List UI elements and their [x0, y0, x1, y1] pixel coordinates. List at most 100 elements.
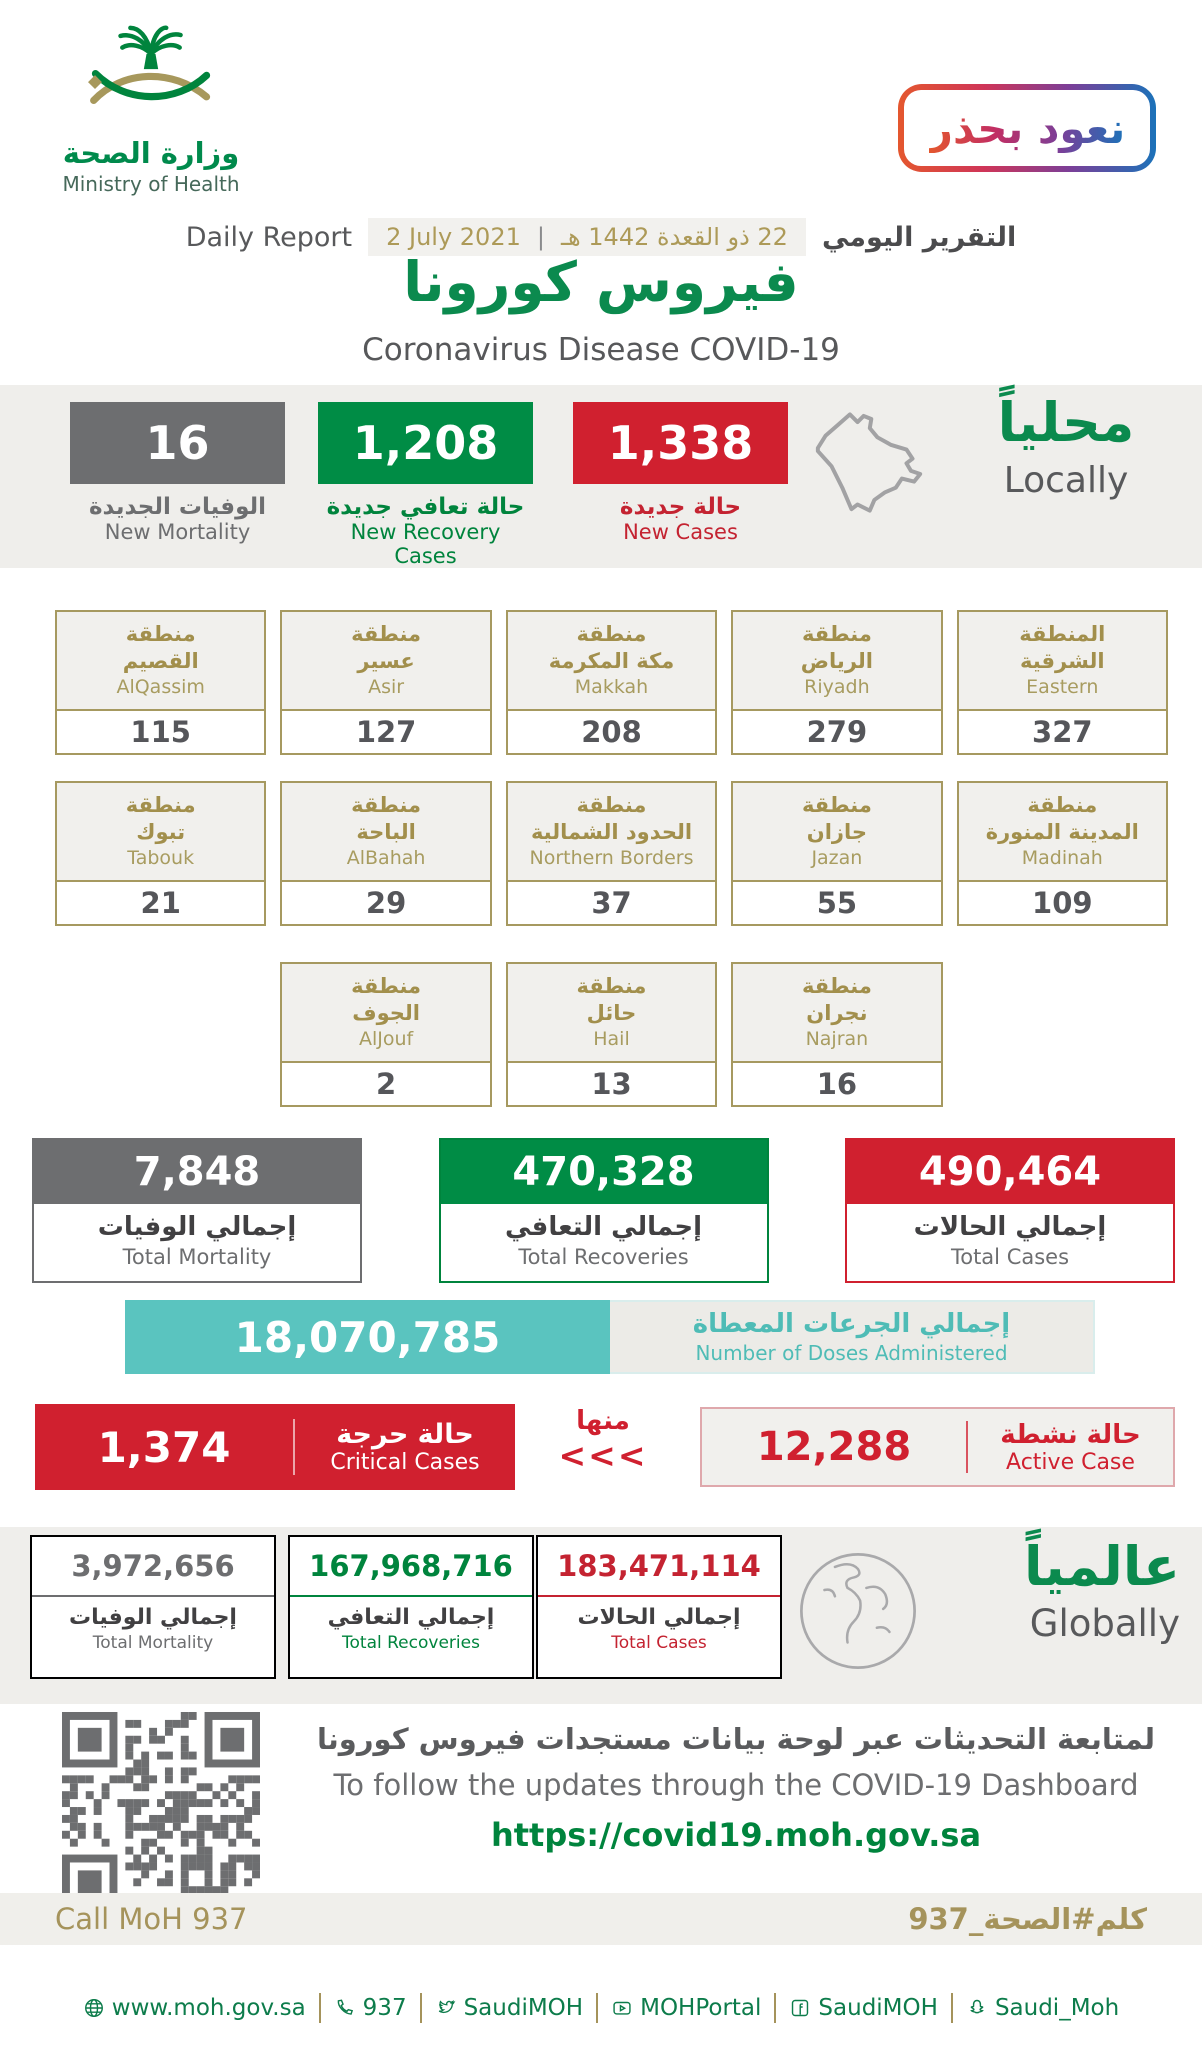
twitter-link[interactable]: SaudiMOH — [435, 1995, 584, 2021]
divider — [293, 1419, 295, 1475]
doses-administered-bar: 18,070,785 إجمالي الجرعات المعطاة Number… — [125, 1300, 1095, 1374]
dashboard-url-link[interactable]: https://covid19.moh.gov.sa — [490, 1816, 982, 1854]
date-separator: | — [536, 223, 545, 251]
snapchat-link[interactable]: Saudi_Moh — [966, 1995, 1119, 2021]
new-mortality-label-ar: الوفيات الجديدة — [88, 494, 267, 520]
separator — [774, 1993, 777, 2023]
region-new-cases: 21 — [57, 882, 265, 924]
region-card-northern-borders: منطقة الحدود الشمالية Northern Borders 3… — [505, 781, 718, 926]
new-cases-label-en: New Cases — [623, 520, 738, 544]
region-card-albahah: منطقة الباحة AlBahah 29 — [280, 781, 492, 926]
region-name-en: Hail — [593, 1027, 630, 1050]
footer-band: Call MoH 937 كلم#الصحة_937 — [0, 1893, 1202, 1945]
region-new-cases: 29 — [282, 882, 490, 924]
hijri-date: 22 ذو القعدة 1442 هـ — [560, 223, 788, 251]
region-card-makkah: منطقة مكة المكرمة Makkah 208 — [505, 610, 718, 755]
page-title-arabic: فيروس كورونا — [403, 250, 799, 314]
global-recoveries-value: 167,968,716 — [290, 1537, 532, 1597]
region-new-cases: 16 — [733, 1063, 941, 1105]
region-card-eastern: المنطقة الشرقية Eastern 327 — [956, 610, 1168, 755]
dashboard-text-ar: لمتابعة التحديثات عبر لوحة بيانات مستجدا… — [317, 1722, 1155, 1756]
new-recoveries-stat: 1,208 حالة تعافي جديدة New Recovery Case… — [318, 402, 533, 568]
region-prefix-ar: منطقة — [801, 974, 872, 999]
website-link[interactable]: www.moh.gov.sa — [83, 1995, 306, 2021]
region-name-ar: القصيم — [122, 648, 199, 673]
region-cards-row-3: منطقة الجوف AlJouf 2 منطقة حائل Hail 13 … — [55, 962, 1168, 1107]
new-mortality-stat: 16 الوفيات الجديدة New Mortality — [70, 402, 285, 544]
qr-code — [62, 1712, 260, 1910]
twitter-label: SaudiMOH — [463, 1995, 584, 2021]
critical-active-row: 1,374 حالة حرجة Critical Cases منها <<< … — [0, 1404, 1202, 1499]
contact-bar: www.moh.gov.sa 937 SaudiMOH — [0, 1985, 1202, 2031]
ministry-name-english: Ministry of Health — [62, 172, 240, 196]
of-which-label-ar: منها — [576, 1406, 630, 1436]
moh-emblem-icon — [71, 25, 231, 134]
region-name-ar: نجران — [806, 1000, 868, 1025]
new-recoveries-value: 1,208 — [318, 402, 533, 484]
youtube-label: MOHPortal — [640, 1995, 762, 2021]
ministry-name-arabic: وزارة الصحة — [62, 136, 240, 170]
region-prefix-ar: منطقة — [576, 622, 647, 647]
daily-report-label-en: Daily Report — [185, 221, 353, 253]
critical-cases-label-ar: حالة حرجة — [336, 1419, 474, 1450]
global-recoveries-label-ar: إجمالي التعافي — [327, 1605, 495, 1630]
global-cases-label-en: Total Cases — [611, 1633, 707, 1653]
region-name-en: AlBahah — [346, 846, 426, 869]
dashboard-info: لمتابعة التحديثات عبر لوحة بيانات مستجدا… — [300, 1722, 1172, 1854]
separator — [950, 1993, 953, 2023]
region-name-en: Tabouk — [127, 846, 195, 869]
youtube-link[interactable]: MOHPortal — [611, 1995, 761, 2021]
region-prefix-ar: منطقة — [125, 622, 196, 647]
region-card-najran: منطقة نجران Najran 16 — [731, 962, 943, 1107]
region-new-cases: 37 — [507, 882, 716, 924]
separator — [419, 1993, 422, 2023]
region-name-ar: مكة المكرمة — [548, 648, 675, 673]
region-new-cases: 327 — [958, 711, 1166, 753]
total-cases-card: 490,464 إجمالي الحالات Total Cases — [845, 1138, 1175, 1283]
region-new-cases: 127 — [282, 711, 490, 753]
global-cases-card: 183,471,114 إجمالي الحالات Total Cases — [536, 1535, 782, 1679]
doses-label-ar: إجمالي الجرعات المعطاة — [692, 1309, 1011, 1339]
active-cases-box: 12,288 حالة نشطة Active Case — [700, 1407, 1175, 1487]
new-mortality-label-en: New Mortality — [104, 520, 251, 544]
new-recoveries-label-ar: حالة تعافي جديدة — [326, 494, 525, 520]
new-cases-label-ar: حالة جديدة — [619, 494, 742, 520]
moh-logo: وزارة الصحة Ministry of Health — [46, 18, 256, 196]
critical-cases-box: 1,374 حالة حرجة Critical Cases — [35, 1404, 515, 1490]
region-name-ar: عسير — [357, 648, 415, 673]
global-mortality-label-en: Total Mortality — [92, 1633, 214, 1653]
locally-label-en: Locally — [1003, 460, 1129, 501]
region-name-ar: الباحة — [356, 819, 416, 844]
phone-link[interactable]: 937 — [334, 1995, 407, 2021]
region-name-ar: جازان — [806, 819, 867, 844]
region-new-cases: 109 — [958, 882, 1166, 924]
badge-text: نعود بحذر — [928, 103, 1126, 153]
saudi-arabia-map-icon — [798, 393, 966, 558]
region-card-tabouk: منطقة تبوك Tabouk 21 — [55, 781, 267, 926]
region-card-asir: منطقة عسير Asir 127 — [280, 610, 492, 755]
call-moh-label: Call MoH 937 — [55, 1902, 248, 1936]
global-mortality-value: 3,972,656 — [32, 1537, 274, 1597]
local-totals-row: 7,848 إجمالي الوفيات Total Mortality 470… — [32, 1138, 1175, 1283]
global-recoveries-card: 167,968,716 إجمالي التعافي Total Recover… — [288, 1535, 534, 1679]
return-with-caution-badge: نعود بحذر — [898, 84, 1156, 172]
separator — [596, 1993, 599, 2023]
gregorian-date: 2 July 2021 — [386, 223, 521, 251]
region-cards-row-2: منطقة تبوك Tabouk 21 منطقة الباحة AlBaha… — [55, 781, 1168, 926]
doses-label-en: Number of Doses Administered — [695, 1341, 1008, 1365]
active-cases-value: 12,288 — [756, 1424, 912, 1470]
doses-value: 18,070,785 — [125, 1300, 610, 1374]
region-prefix-ar: منطقة — [351, 793, 422, 818]
total-mortality-label-ar: إجمالي الوفيات — [97, 1212, 297, 1242]
region-name-en: Najran — [805, 1027, 869, 1050]
total-mortality-card: 7,848 إجمالي الوفيات Total Mortality — [32, 1138, 362, 1283]
region-new-cases: 55 — [733, 882, 941, 924]
new-recoveries-label-en: New Recovery Cases — [350, 520, 501, 568]
total-recoveries-card: 470,328 إجمالي التعافي Total Recoveries — [438, 1138, 769, 1283]
region-name-en: Eastern — [1026, 675, 1099, 698]
facebook-link[interactable]: SaudiMOH — [789, 1995, 938, 2021]
active-cases-label-en: Active Case — [1006, 1449, 1135, 1475]
total-recoveries-label-en: Total Recoveries — [518, 1245, 689, 1269]
divider — [966, 1421, 968, 1473]
globally-label-en: Globally — [1029, 1602, 1180, 1645]
